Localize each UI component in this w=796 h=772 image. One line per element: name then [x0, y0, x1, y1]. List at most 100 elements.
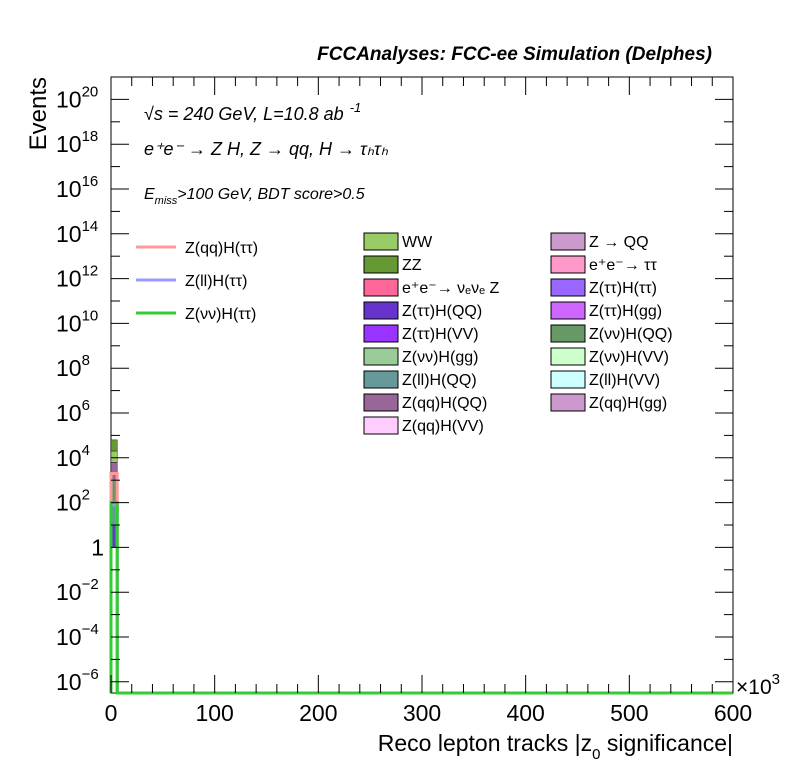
legend-bkg-label-11: Z(νν)H(VV)	[589, 349, 669, 366]
stack-segment-0	[110, 439, 118, 452]
legend-bkg-swatch-14	[363, 393, 399, 412]
x-multiplier-base: ×10	[736, 676, 772, 699]
legend-bkg-label-15: Z(qq)H(gg)	[589, 395, 667, 412]
legend-bkg-label-1: Z → QQ	[589, 234, 649, 251]
annotation-energy-lumi: √s = 240 GeV, L=10.8 ab -1	[144, 100, 361, 124]
x-axis-label-sub: 0	[592, 746, 600, 763]
legend-bkg-swatch-4	[363, 278, 399, 297]
legend-bkg-label-8: Z(ττ)H(VV)	[402, 326, 479, 343]
legend-signal: Z(qq)H(ττ) Z(ll)H(ττ) Z(νν)H(ττ)	[136, 240, 258, 323]
legend-bkg-swatch-7	[550, 301, 586, 320]
annotation-line3-b: >100 GeV, BDT score>0.5	[177, 186, 364, 203]
y-tick-label-10: 1014	[56, 218, 98, 247]
x-tick-label-4: 400	[506, 700, 544, 726]
y-tick-label-base-2: 10	[56, 579, 82, 605]
y-tick-label-exp-12: 18	[82, 128, 99, 145]
data-layer	[109, 439, 733, 695]
legend-bkg-label-0: WW	[402, 234, 433, 251]
y-tick-label-base-10: 10	[56, 221, 82, 247]
y-tick-label-base-1: 10	[56, 624, 82, 650]
y-tick-label-11: 1016	[56, 173, 98, 202]
legend-bkg-swatch-1	[550, 232, 586, 251]
y-tick-label-base-5: 10	[56, 445, 82, 471]
x-axis-label: Reco lepton tracks |z0 significance|	[378, 730, 733, 763]
tick-layer: 0 100 200 300 400 500 60010−610−410−2110210410…	[56, 77, 752, 726]
annotation-line1-sup: -1	[350, 100, 362, 115]
y-tick-label-base-9: 10	[56, 266, 82, 292]
y-tick-label-exp-10: 14	[82, 218, 99, 235]
legend-bkg-label-2: ZZ	[402, 257, 422, 274]
legend-bkg-swatch-2	[363, 255, 399, 274]
annotation-line3-a: E	[144, 186, 155, 203]
y-tick-label-base-8: 10	[56, 310, 82, 336]
x-tick-label-0: 0	[105, 700, 118, 726]
legend-bkg-swatch-3	[550, 255, 586, 274]
chart-title: FCCAnalyses: FCC-ee Simulation (Delphes)	[317, 44, 712, 65]
y-tick-label-exp-9: 12	[82, 263, 99, 280]
y-tick-label-2: 10−2	[56, 576, 99, 605]
annotation-cuts: Emiss>100 GeV, BDT score>0.5	[144, 186, 365, 207]
x-multiplier: ×103	[736, 671, 780, 699]
y-tick-label-base-7: 10	[56, 355, 82, 381]
y-tick-label-exp-2: −2	[82, 576, 99, 593]
annotation-line1: √s = 240 GeV, L=10.8 ab	[144, 104, 344, 124]
y-tick-label-base-6: 10	[56, 400, 82, 426]
y-tick-label-12: 1018	[56, 128, 98, 157]
y-tick-label-exp-7: 8	[82, 352, 90, 369]
y-tick-label-6: 106	[56, 397, 90, 426]
y-tick-label-base-13: 10	[56, 86, 82, 112]
x-tick-label-5: 500	[610, 700, 648, 726]
stack-segment-1	[110, 450, 118, 463]
signal-line-1	[109, 503, 733, 695]
legend-bkg-label-12: Z(ll)H(QQ)	[402, 372, 477, 389]
legend-signal-label-2: Z(νν)H(ττ)	[185, 306, 256, 323]
x-tick-label-3: 300	[403, 700, 441, 726]
legend-bkg-label-13: Z(ll)H(VV)	[589, 372, 660, 389]
signal-line-2	[109, 501, 733, 695]
y-tick-label-exp-5: 4	[82, 442, 90, 459]
y-tick-label-4: 102	[56, 487, 90, 516]
legend-signal-label-0: Z(qq)H(ττ)	[185, 240, 258, 257]
x-tick-label-1: 100	[195, 700, 233, 726]
y-tick-label-3: 1	[91, 534, 104, 560]
y-tick-label-1: 10−4	[56, 621, 99, 650]
legend-bkg-swatch-6	[363, 301, 399, 320]
y-axis-label: Events	[25, 77, 52, 150]
y-tick-label-base-0: 10	[56, 669, 82, 695]
legend-background: WW Z → QQ ZZ e⁺e⁻→ ττ e⁺e⁻→ νₑνₑ Z Z(ττ)H(ττ)…	[363, 232, 673, 435]
y-tick-label-0: 10−6	[56, 666, 99, 695]
y-tick-label-exp-11: 16	[82, 173, 99, 190]
y-tick-label-exp-4: 2	[82, 487, 90, 504]
y-tick-label-exp-13: 20	[82, 83, 99, 100]
legend-bkg-swatch-10	[363, 347, 399, 366]
y-tick-label-exp-0: −6	[82, 666, 99, 683]
annotation-process: e⁺e⁻ → Z H, Z → qq, H → τₕτₕ	[144, 139, 389, 159]
y-tick-label-exp-1: −4	[82, 621, 99, 638]
legend-bkg-swatch-12	[363, 370, 399, 389]
y-tick-label-base-12: 10	[56, 131, 82, 157]
legend-bkg-swatch-5	[550, 278, 586, 297]
legend-bkg-label-3: e⁺e⁻→ ττ	[589, 257, 657, 274]
legend-bkg-swatch-15	[550, 393, 586, 412]
x-tick-label-2: 200	[299, 700, 337, 726]
legend-bkg-label-10: Z(νν)H(gg)	[402, 349, 478, 366]
legend-bkg-label-14: Z(qq)H(QQ)	[402, 395, 487, 412]
y-tick-label-exp-8: 10	[82, 307, 99, 324]
x-axis-label-tail: significance|	[600, 730, 733, 756]
y-tick-label-base-4: 10	[56, 490, 82, 516]
legend-bkg-label-5: Z(ττ)H(ττ)	[589, 280, 657, 297]
y-tick-label-7: 108	[56, 352, 90, 381]
signal-line-0	[109, 471, 733, 695]
x-tick-label-6: 600	[714, 700, 752, 726]
y-tick-label-5: 104	[56, 442, 90, 471]
legend-bkg-label-16: Z(qq)H(VV)	[402, 418, 484, 435]
y-tick-label-8: 1010	[56, 307, 98, 336]
legend-bkg-label-9: Z(νν)H(QQ)	[589, 326, 673, 343]
legend-signal-label-1: Z(ll)H(ττ)	[185, 273, 247, 290]
y-tick-label-9: 1012	[56, 263, 98, 292]
legend-bkg-label-6: Z(ττ)H(QQ)	[402, 303, 482, 320]
legend-bkg-swatch-8	[363, 324, 399, 343]
legend-bkg-swatch-13	[550, 370, 586, 389]
x-axis-label-main: Reco lepton tracks |z	[378, 730, 592, 756]
